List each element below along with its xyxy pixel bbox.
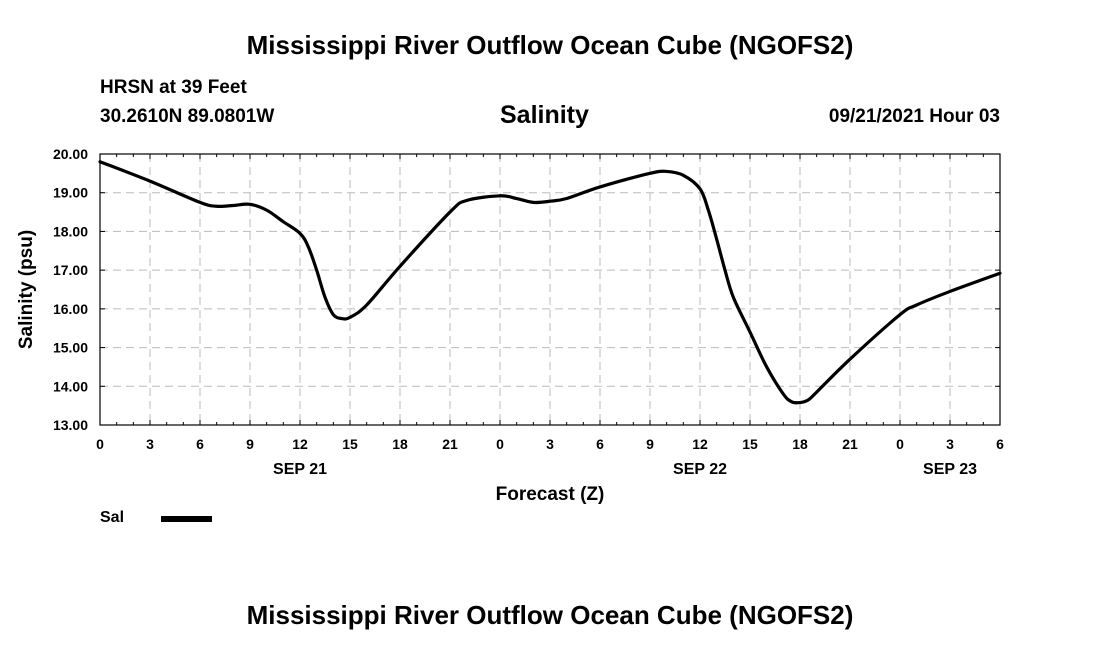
x-tick-label: 18 xyxy=(392,436,408,452)
x-tick-label: 3 xyxy=(146,436,154,452)
x-tick-label: 12 xyxy=(292,436,308,452)
y-tick-label: 19.00 xyxy=(53,185,88,201)
series-line-sal xyxy=(98,160,1002,405)
x-tick-label: 18 xyxy=(792,436,808,452)
y-axis: 13.00 14.00 15.00 16.00 17.00 18.00 19.00 20.00 xyxy=(53,146,1000,433)
salinity-chart: 13.00 14.00 15.00 16.00 17.00 18.00 19.00 20.00… xyxy=(16,146,1004,505)
x-tick-label: 9 xyxy=(246,436,254,452)
x-tick-label: 6 xyxy=(196,436,204,452)
legend-label: Sal xyxy=(100,509,125,526)
y-axis-label: Salinity (psu) xyxy=(16,230,37,349)
x-tick-label: 15 xyxy=(342,436,358,452)
x-tick-label: 9 xyxy=(646,436,654,452)
x-tick-label: 21 xyxy=(442,436,458,452)
station-coordinates: 30.2610N 89.0801W xyxy=(100,106,275,127)
y-tick-label: 14.00 xyxy=(53,378,88,394)
x-tick-label: 3 xyxy=(546,436,554,452)
x-tick-label: 21 xyxy=(842,436,858,452)
y-tick-label: 17.00 xyxy=(53,262,88,278)
x-date-label: SEP 23 xyxy=(923,461,977,478)
x-tick-label: 3 xyxy=(946,436,954,452)
station-label: HRSN at 39 Feet xyxy=(100,77,247,98)
forecast-datetime: 09/21/2021 Hour 03 xyxy=(828,106,1000,127)
y-tick-label: 13.00 xyxy=(53,417,88,433)
x-tick-label: 0 xyxy=(896,436,904,452)
y-tick-label: 20.00 xyxy=(53,146,88,162)
x-axis-label: Forecast (Z) xyxy=(496,484,605,505)
x-tick-label: 0 xyxy=(496,436,504,452)
series-lines xyxy=(98,160,1002,405)
y-tick-label: 16.00 xyxy=(53,301,88,317)
x-tick-label: 6 xyxy=(596,436,604,452)
x-date-label: SEP 21 xyxy=(273,461,327,478)
x-tick-label: 15 xyxy=(742,436,758,452)
chart-title-top: Mississippi River Outflow Ocean Cube (NG… xyxy=(246,30,854,60)
y-tick-label: 15.00 xyxy=(53,340,88,356)
legend-swatch xyxy=(161,516,212,522)
x-date-label: SEP 22 xyxy=(673,461,727,478)
chart-title-bottom: Mississippi River Outflow Ocean Cube (NG… xyxy=(246,600,854,630)
variable-title: Salinity xyxy=(500,101,589,129)
x-axis: 0 3 6 9 12 15 18 21 0 3 6 9 12 15 18 21 0 3 6 SEP 21 SEP 22 S… xyxy=(96,154,1004,478)
x-tick-label: 6 xyxy=(996,436,1004,452)
y-tick-label: 18.00 xyxy=(53,223,88,239)
x-tick-label: 0 xyxy=(96,436,104,452)
grid xyxy=(100,154,1000,425)
x-tick-label: 12 xyxy=(692,436,708,452)
